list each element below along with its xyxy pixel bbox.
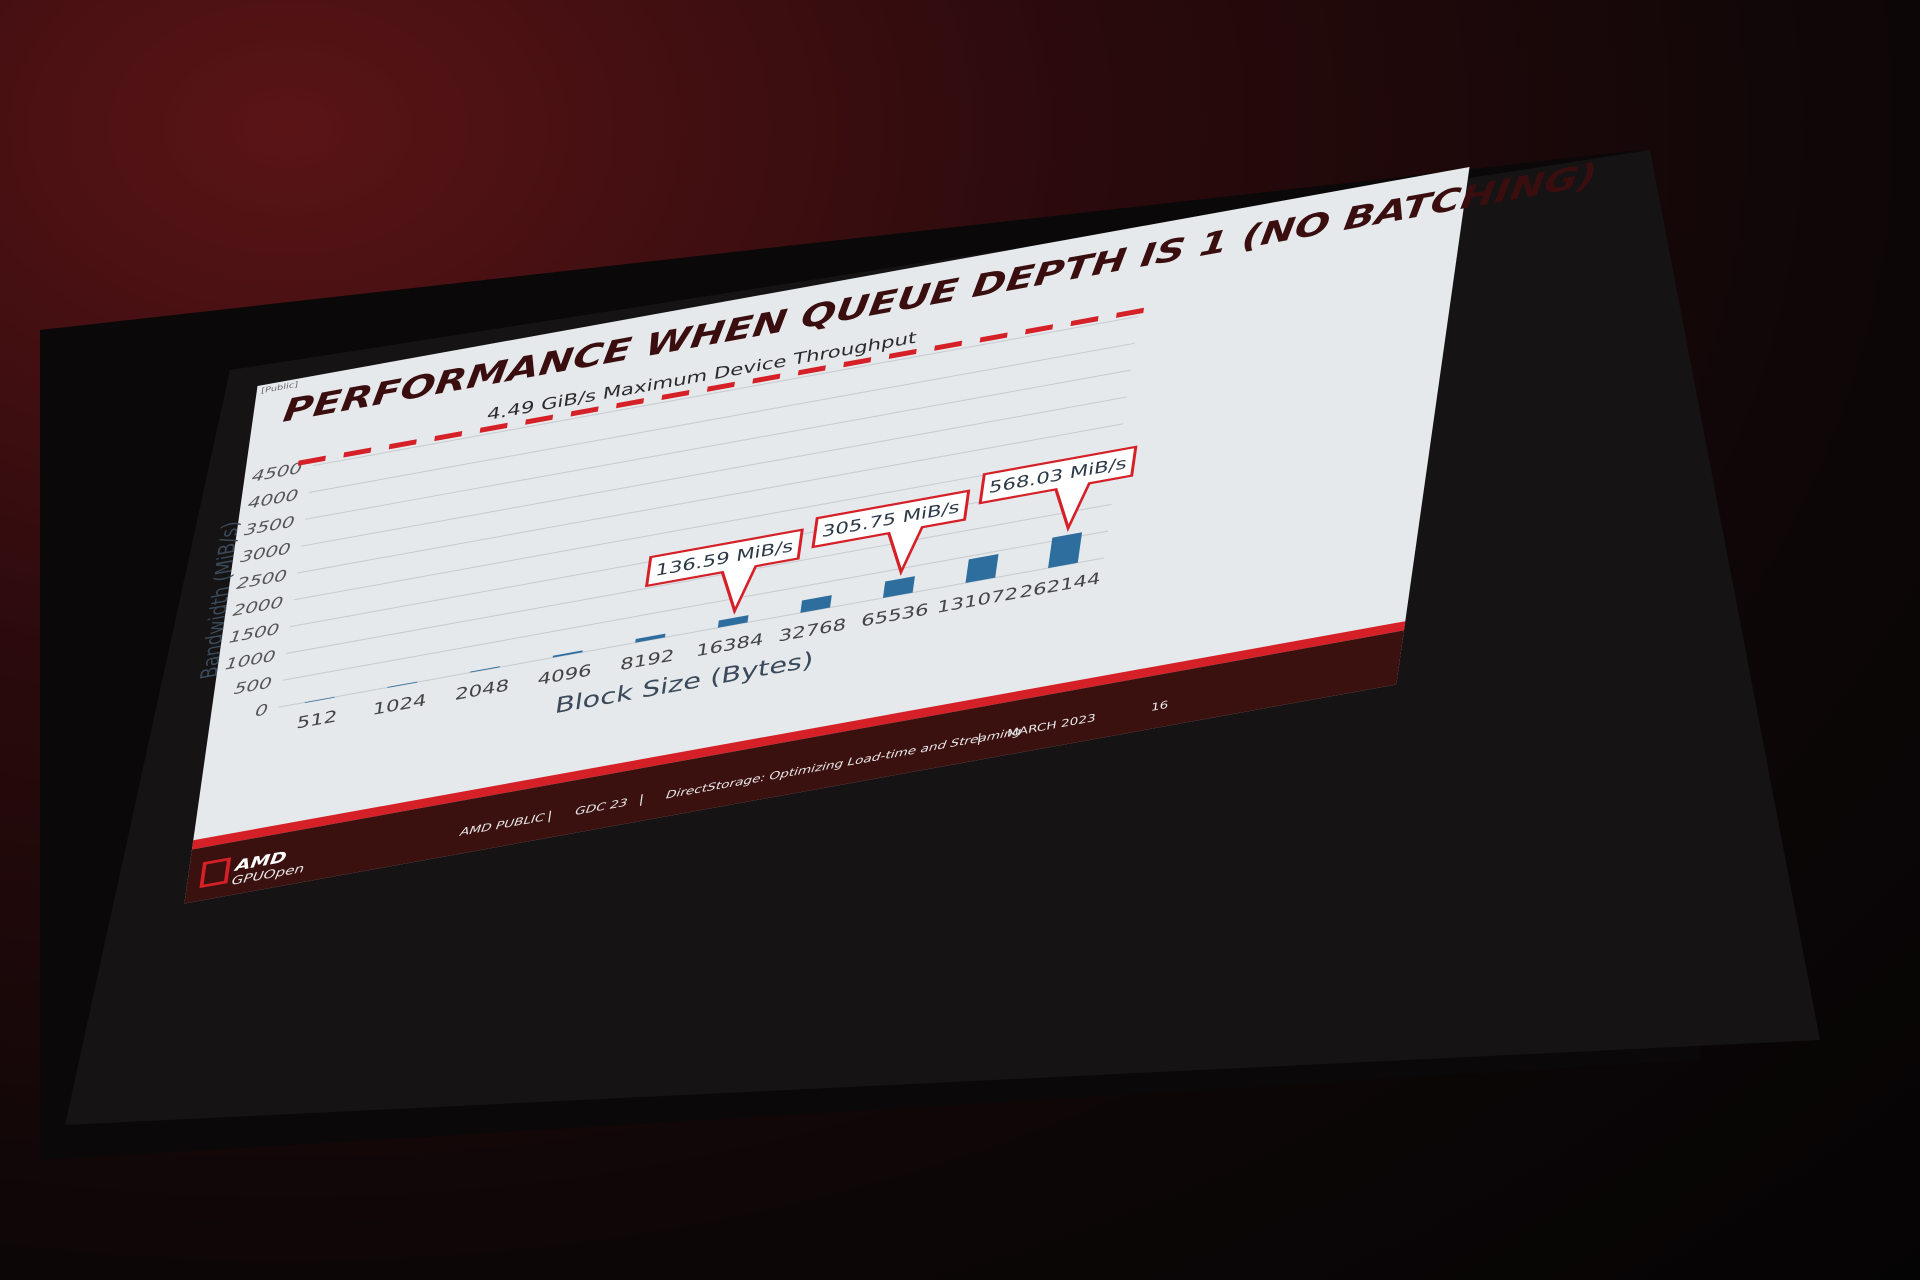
footer-separator-2: | [638,792,645,806]
gridline [293,450,1120,601]
gridline [297,423,1124,574]
gridline [286,503,1112,655]
bar [552,650,583,658]
gridlines [278,315,1139,708]
callout-box [811,489,971,576]
bars [304,532,1083,704]
gridline [301,396,1128,547]
bar [304,696,335,704]
gridline [304,369,1131,520]
bar [800,595,832,613]
gridline [312,315,1139,467]
footer-bar [184,630,1404,904]
bar [635,633,666,643]
bar [965,554,999,584]
page-number: 16 [1150,699,1169,714]
y-tick-label: 0 [254,702,269,721]
callout-box [978,445,1138,532]
footer-red-stripe [191,621,1406,850]
callout-box [644,528,804,615]
y-tick-label: 500 [233,675,273,699]
slide: [Public] PERFORMANCE WHEN QUEUE DEPTH IS… [184,156,1599,904]
bar [470,666,500,673]
gridline [308,342,1135,494]
footer-separator-3: | [976,731,983,745]
bar [882,576,915,598]
gridline [282,530,1109,681]
chip-icon [199,857,232,889]
max-throughput-line [297,307,1148,466]
bar [387,681,418,688]
footer-separator-1: | [546,809,553,823]
bar [717,615,749,628]
bar [1048,532,1083,569]
